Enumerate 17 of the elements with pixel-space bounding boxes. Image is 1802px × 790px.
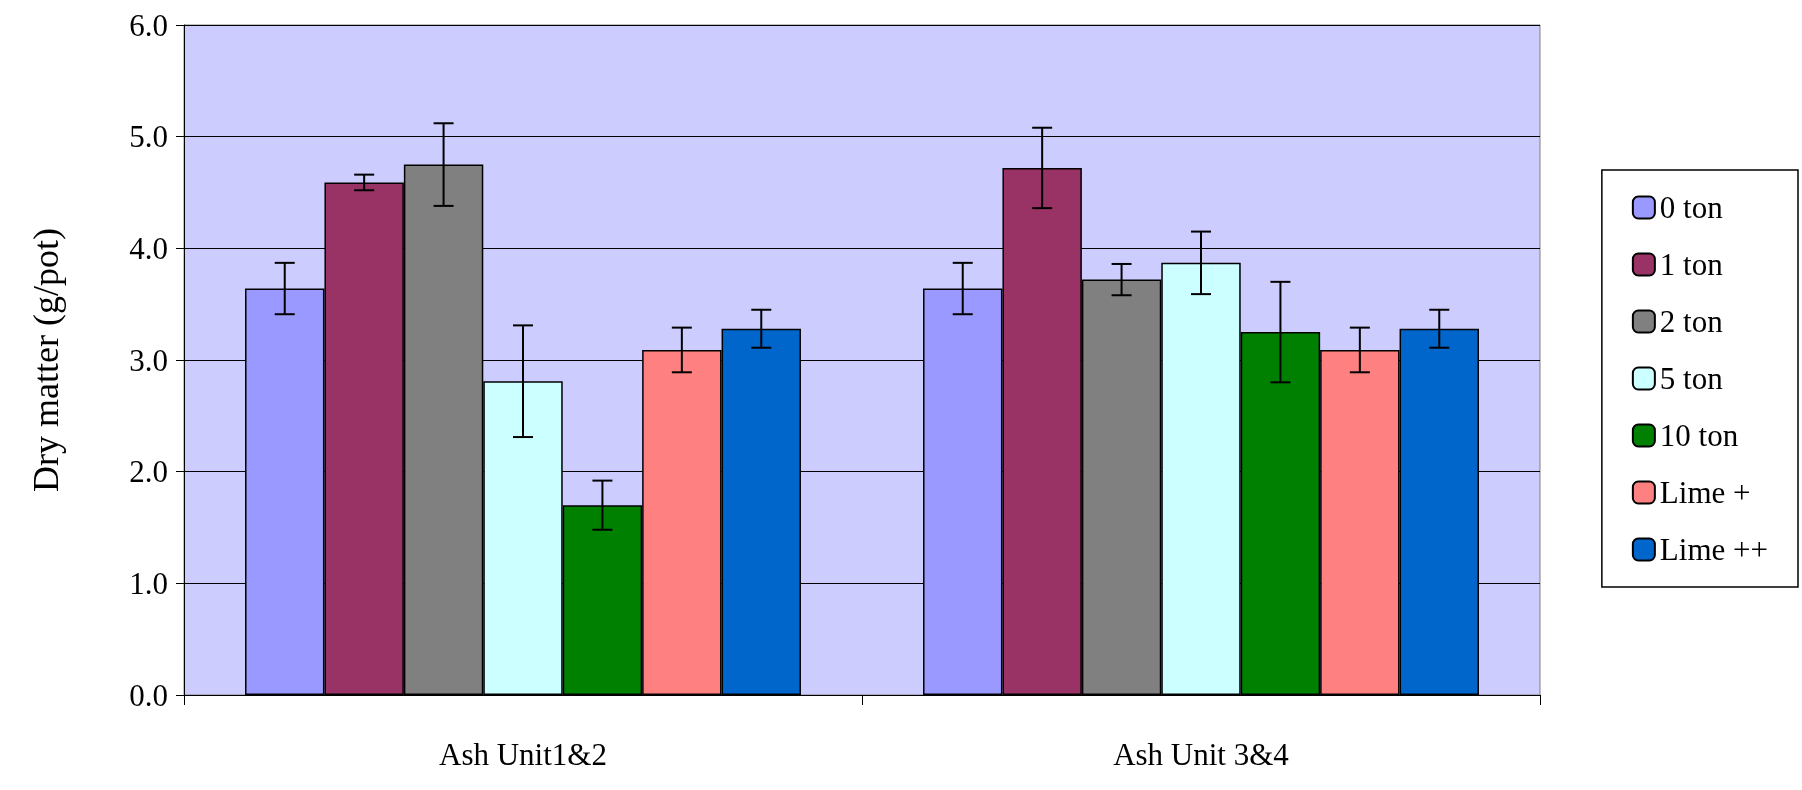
x-tick-label: Ash Unit1&2 [439, 737, 607, 772]
legend-label: 0 ton [1659, 190, 1724, 225]
y-tick-label: 3.0 [129, 342, 168, 378]
y-tick-label: 0.0 [129, 677, 168, 713]
legend-label: 10 ton [1659, 418, 1739, 453]
y-tick-label: 2.0 [129, 454, 168, 490]
legend-label: 2 ton [1659, 304, 1724, 339]
y-tick-label: 6.0 [129, 7, 168, 43]
legend-label: Lime ++ [1659, 532, 1768, 567]
legend-label: 1 ton [1659, 247, 1724, 282]
x-tick-label: Ash Unit 3&4 [1113, 737, 1290, 772]
legend-label: 5 ton [1659, 361, 1724, 396]
y-tick-label: 1.0 [129, 565, 168, 601]
y-axis-title: Dry matter (g/pot) [26, 228, 66, 492]
legend-label: Lime + [1659, 475, 1751, 510]
y-tick-label: 4.0 [129, 230, 168, 266]
y-tick-label: 5.0 [129, 119, 168, 155]
